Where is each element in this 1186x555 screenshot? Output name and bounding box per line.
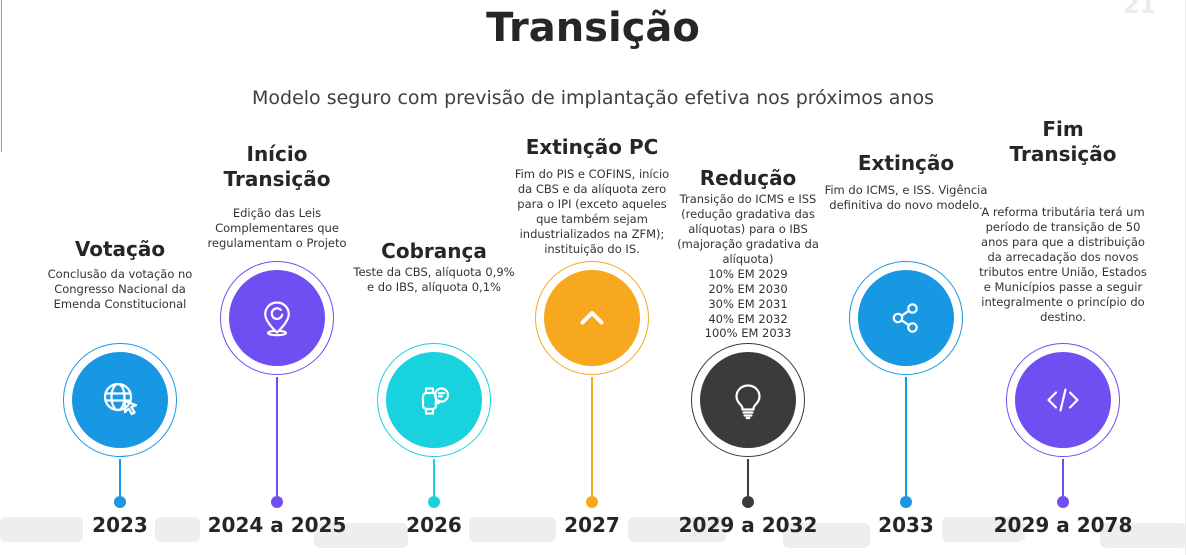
timeline-track-segment bbox=[469, 517, 556, 542]
timeline-track-segment bbox=[314, 523, 408, 548]
milestone-description: Transição do ICMS e ISS (redução gradati… bbox=[677, 192, 819, 341]
timeline-dot bbox=[742, 496, 754, 508]
globe-cursor-icon bbox=[103, 382, 138, 416]
connector-line bbox=[433, 459, 435, 496]
milestone-disc bbox=[700, 352, 796, 448]
milestone-year: 2023 bbox=[92, 513, 148, 537]
milestone-circle bbox=[1006, 343, 1120, 457]
lightbulb-icon bbox=[735, 384, 761, 420]
connector-line bbox=[591, 377, 593, 496]
milestone-year: 2029 a 2078 bbox=[993, 513, 1133, 537]
milestone-year: 2033 bbox=[878, 513, 934, 537]
page-number: 21 bbox=[1122, 0, 1156, 19]
page-title: Transição bbox=[486, 5, 700, 51]
code-icon bbox=[1047, 388, 1079, 412]
milestone-disc bbox=[1015, 352, 1111, 448]
milestone-title: Fim Transição bbox=[1009, 117, 1117, 166]
milestone-extincao-pc: Extinção PC Fim do PIS e COFINS, início … bbox=[507, 0, 677, 555]
chevron-up-icon bbox=[580, 311, 604, 325]
milestone-votacao: Votação Conclusão da votação no Congress… bbox=[35, 0, 205, 555]
timeline-dot bbox=[428, 496, 440, 508]
timeline-dot bbox=[586, 496, 598, 508]
milestone-title: Votação bbox=[74, 237, 166, 261]
share-icon bbox=[892, 303, 918, 333]
milestone-circle bbox=[63, 343, 177, 457]
milestone-circle bbox=[849, 261, 963, 375]
milestone-circle bbox=[691, 343, 805, 457]
milestone-title: Início Transição bbox=[223, 142, 331, 191]
milestone-year: 2024 a 2025 bbox=[207, 513, 347, 537]
milestone-title: Extinção bbox=[857, 151, 955, 175]
milestone-disc bbox=[386, 352, 482, 448]
timeline-dot bbox=[900, 496, 912, 508]
milestone-disc bbox=[72, 352, 168, 448]
milestone-description: A reforma tributária terá um período de … bbox=[979, 205, 1147, 324]
milestone-description: Edição das Leis Complementares que regul… bbox=[207, 206, 347, 250]
smartwatch-notification-icon bbox=[421, 387, 450, 415]
connector-line bbox=[276, 377, 278, 496]
connector-line bbox=[1062, 459, 1064, 496]
location-pin-icon bbox=[264, 301, 290, 337]
milestone-description: Fim do ICMS, e ISS. Vigência definitiva … bbox=[824, 183, 988, 212]
timeline-track-segment bbox=[942, 517, 1025, 542]
milestone-disc bbox=[229, 270, 325, 366]
milestone-year: 2029 a 2032 bbox=[678, 513, 818, 537]
timeline-dot bbox=[271, 496, 283, 508]
timeline-dot bbox=[114, 496, 126, 508]
milestone-reducao: Redução Transição do ICMS e ISS (redução… bbox=[663, 0, 833, 555]
milestone-circle bbox=[220, 261, 334, 375]
milestone-description: Conclusão da votação no Congresso Nacion… bbox=[47, 267, 193, 311]
milestone-description: Fim do PIS e COFINS, início da CBS e da … bbox=[514, 167, 670, 256]
connector-line bbox=[119, 459, 121, 496]
milestone-title: Extinção PC bbox=[525, 135, 659, 159]
milestone-disc bbox=[858, 270, 954, 366]
milestone-disc bbox=[544, 270, 640, 366]
milestone-circle bbox=[377, 343, 491, 457]
timeline-track-segment bbox=[0, 517, 83, 542]
timeline-dot bbox=[1057, 496, 1069, 508]
milestone-inicio-transicao: Início Transição Edição das Leis Complem… bbox=[192, 0, 362, 555]
connector-line bbox=[905, 377, 907, 496]
milestone-cobranca: Cobrança Teste da CBS, alíquota 0,9% e d… bbox=[349, 0, 519, 555]
milestone-year: 2027 bbox=[564, 513, 620, 537]
milestone-title: Cobrança bbox=[381, 239, 487, 263]
milestone-fim-transicao: Fim Transição A reforma tributária terá … bbox=[978, 0, 1148, 555]
milestone-title: Redução bbox=[699, 166, 797, 190]
page-subtitle: Modelo seguro com previsão de implantaçã… bbox=[251, 87, 935, 109]
timeline-track-segment bbox=[628, 517, 726, 542]
timeline-track-segment bbox=[155, 517, 200, 542]
timeline-track-segment bbox=[783, 523, 870, 548]
milestone-year: 2026 bbox=[406, 513, 462, 537]
milestone-extincao: Extinção Fim do ICMS, e ISS. Vigência de… bbox=[821, 0, 991, 555]
milestone-circle bbox=[535, 261, 649, 375]
milestone-description: Teste da CBS, alíquota 0,9% e do IBS, al… bbox=[353, 265, 515, 294]
left-edge-line bbox=[1, 0, 2, 152]
connector-line bbox=[747, 459, 749, 496]
timeline-track-segment bbox=[1100, 523, 1186, 548]
